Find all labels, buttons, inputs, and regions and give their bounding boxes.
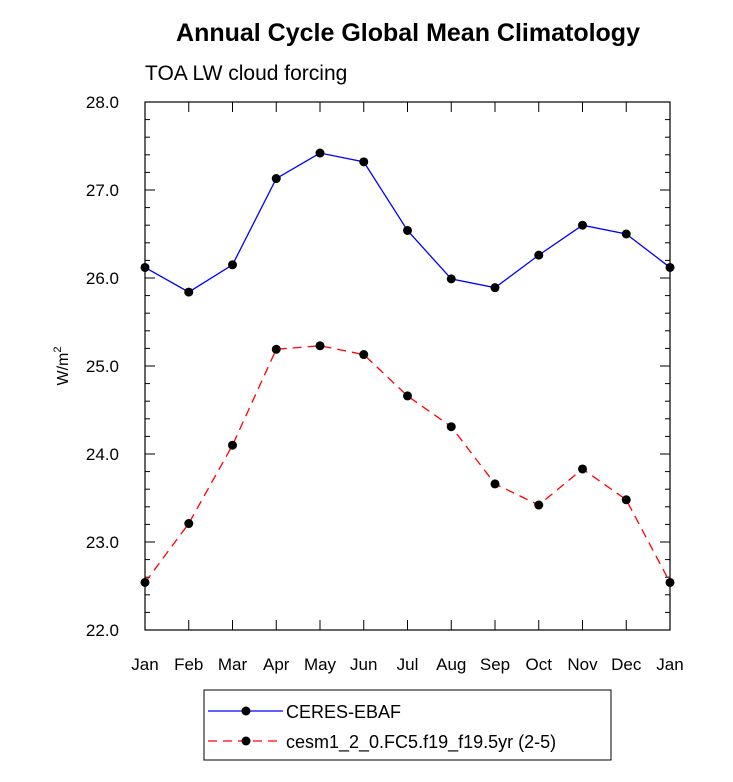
legend-label-cesm: cesm1_2_0.FC5.f19_f19.5yr (2-5) bbox=[286, 732, 556, 753]
y-axis-label: W/m2 bbox=[52, 347, 72, 386]
series-0-point bbox=[271, 174, 281, 184]
x-tick-label: Feb bbox=[174, 655, 203, 674]
series-1-point bbox=[315, 341, 325, 351]
chart-subtitle: TOA LW cloud forcing bbox=[145, 62, 347, 85]
x-tick-label: Nov bbox=[567, 655, 598, 674]
legend-box bbox=[203, 689, 612, 761]
series-0-point bbox=[228, 260, 237, 270]
x-tick-label: Jul bbox=[397, 655, 419, 674]
x-tick-label: Aug bbox=[436, 655, 466, 674]
series-0-point bbox=[403, 225, 412, 235]
series-0-point bbox=[578, 220, 587, 230]
svg-text:W/m2: W/m2 bbox=[52, 347, 72, 386]
series-1-point bbox=[621, 495, 631, 505]
legend-marker-ceres bbox=[241, 706, 251, 716]
series-1-point bbox=[490, 479, 500, 489]
legend-marker-cesm bbox=[241, 736, 251, 746]
series-1-point bbox=[271, 344, 281, 354]
x-tick-label: Mar bbox=[218, 655, 248, 674]
y-axis-label-superscript: 2 bbox=[52, 347, 64, 353]
series-1-point bbox=[184, 519, 194, 529]
series-0-point bbox=[490, 283, 500, 293]
x-tick-label: Oct bbox=[526, 655, 553, 674]
series-0-point bbox=[534, 250, 544, 260]
series-0-point bbox=[315, 148, 325, 158]
series-line-0 bbox=[144, 152, 671, 293]
series-1-point bbox=[578, 464, 587, 474]
y-tick-label: 26.0 bbox=[86, 269, 119, 288]
series-0-point bbox=[446, 274, 456, 284]
legend: CERES-EBAF cesm1_2_0.FC5.f19_f19.5yr (2-… bbox=[203, 689, 612, 761]
x-tick-label: Sep bbox=[480, 655, 510, 674]
series-1-point bbox=[446, 422, 456, 432]
series-1-point bbox=[228, 440, 237, 450]
x-tick-label: Jan bbox=[656, 655, 683, 674]
y-tick-label: 22.0 bbox=[86, 621, 119, 640]
chart-title: Annual Cycle Global Mean Climatology bbox=[176, 19, 640, 47]
y-tick-labels: 22.0 23.0 24.0 25.0 26.0 27.0 28.0 bbox=[86, 93, 119, 640]
x-tick-label: Apr bbox=[263, 655, 290, 674]
x-tick-label: Jan bbox=[131, 655, 158, 674]
series-0-point bbox=[359, 157, 369, 167]
axis-ticks bbox=[144, 101, 671, 631]
series-1-point bbox=[403, 391, 412, 401]
y-axis-label-text: W/m bbox=[55, 353, 72, 386]
legend-label-ceres: CERES-EBAF bbox=[286, 702, 401, 722]
x-tick-label: Jun bbox=[350, 655, 377, 674]
series-lines bbox=[144, 152, 671, 583]
series-line-1 bbox=[144, 345, 671, 583]
y-tick-label: 24.0 bbox=[86, 445, 119, 464]
x-tick-label: Dec bbox=[611, 655, 642, 674]
series-points bbox=[140, 148, 675, 587]
series-1-point bbox=[359, 350, 369, 360]
x-tick-labels: Jan Feb Mar Apr May Jun Jul Aug Sep Oct Nov Dec Jan bbox=[131, 655, 683, 674]
series-1-point bbox=[534, 500, 544, 510]
y-tick-label: 27.0 bbox=[86, 181, 119, 200]
series-0-point bbox=[184, 287, 194, 297]
y-tick-label: 25.0 bbox=[86, 357, 119, 376]
x-tick-label: May bbox=[304, 655, 337, 674]
y-tick-label: 28.0 bbox=[86, 93, 119, 112]
plot-frame bbox=[144, 101, 671, 631]
y-tick-label: 23.0 bbox=[86, 533, 119, 552]
series-0-point bbox=[621, 229, 631, 239]
